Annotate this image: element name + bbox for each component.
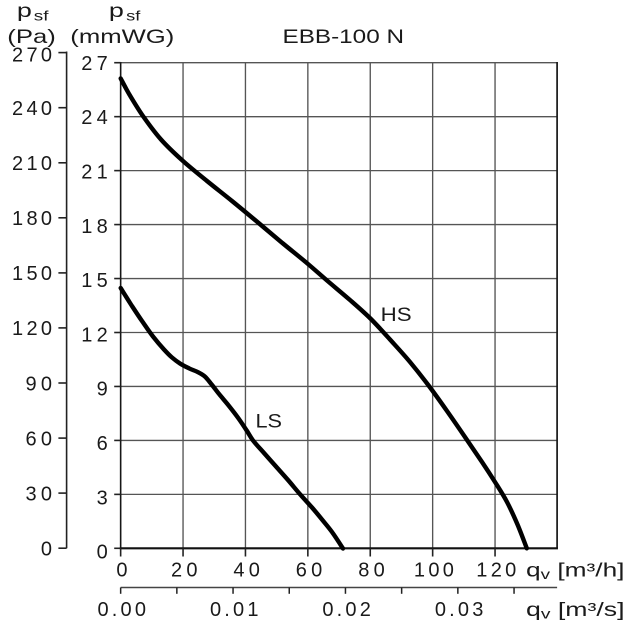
svg-text:150: 150 [12,263,52,285]
svg-text:(Pa): (Pa) [7,26,56,48]
svg-text:sf: sf [126,7,140,23]
svg-text:3: 3 [97,487,108,509]
svg-text:9: 9 [97,379,108,401]
svg-text:0: 0 [41,539,52,561]
svg-text:120: 120 [12,318,52,340]
svg-text:180: 180 [12,208,52,230]
svg-text:0.03: 0.03 [435,599,484,621]
svg-text:HS: HS [381,304,412,326]
svg-text:0.01: 0.01 [210,599,259,621]
svg-text:6: 6 [97,433,108,455]
svg-text:270: 270 [12,45,52,67]
svg-text:0.00: 0.00 [97,599,146,621]
svg-text:0: 0 [116,560,127,582]
svg-text:p: p [17,0,32,22]
svg-text:sf: sf [34,7,49,23]
svg-text:qv [m³/h]: qv [m³/h] [526,560,625,583]
svg-text:100: 100 [414,560,454,582]
svg-text:LS: LS [256,410,283,432]
svg-text:qv [m³/s]: qv [m³/s] [526,599,625,622]
svg-text:(mmWG): (mmWG) [70,26,174,48]
svg-text:p: p [109,0,124,22]
svg-text:0: 0 [97,542,108,564]
svg-text:210: 210 [12,153,52,175]
svg-text:0.02: 0.02 [322,599,371,621]
svg-text:EBB-100 N: EBB-100 N [283,26,405,48]
svg-text:240: 240 [12,98,52,120]
svg-text:120: 120 [476,560,516,582]
